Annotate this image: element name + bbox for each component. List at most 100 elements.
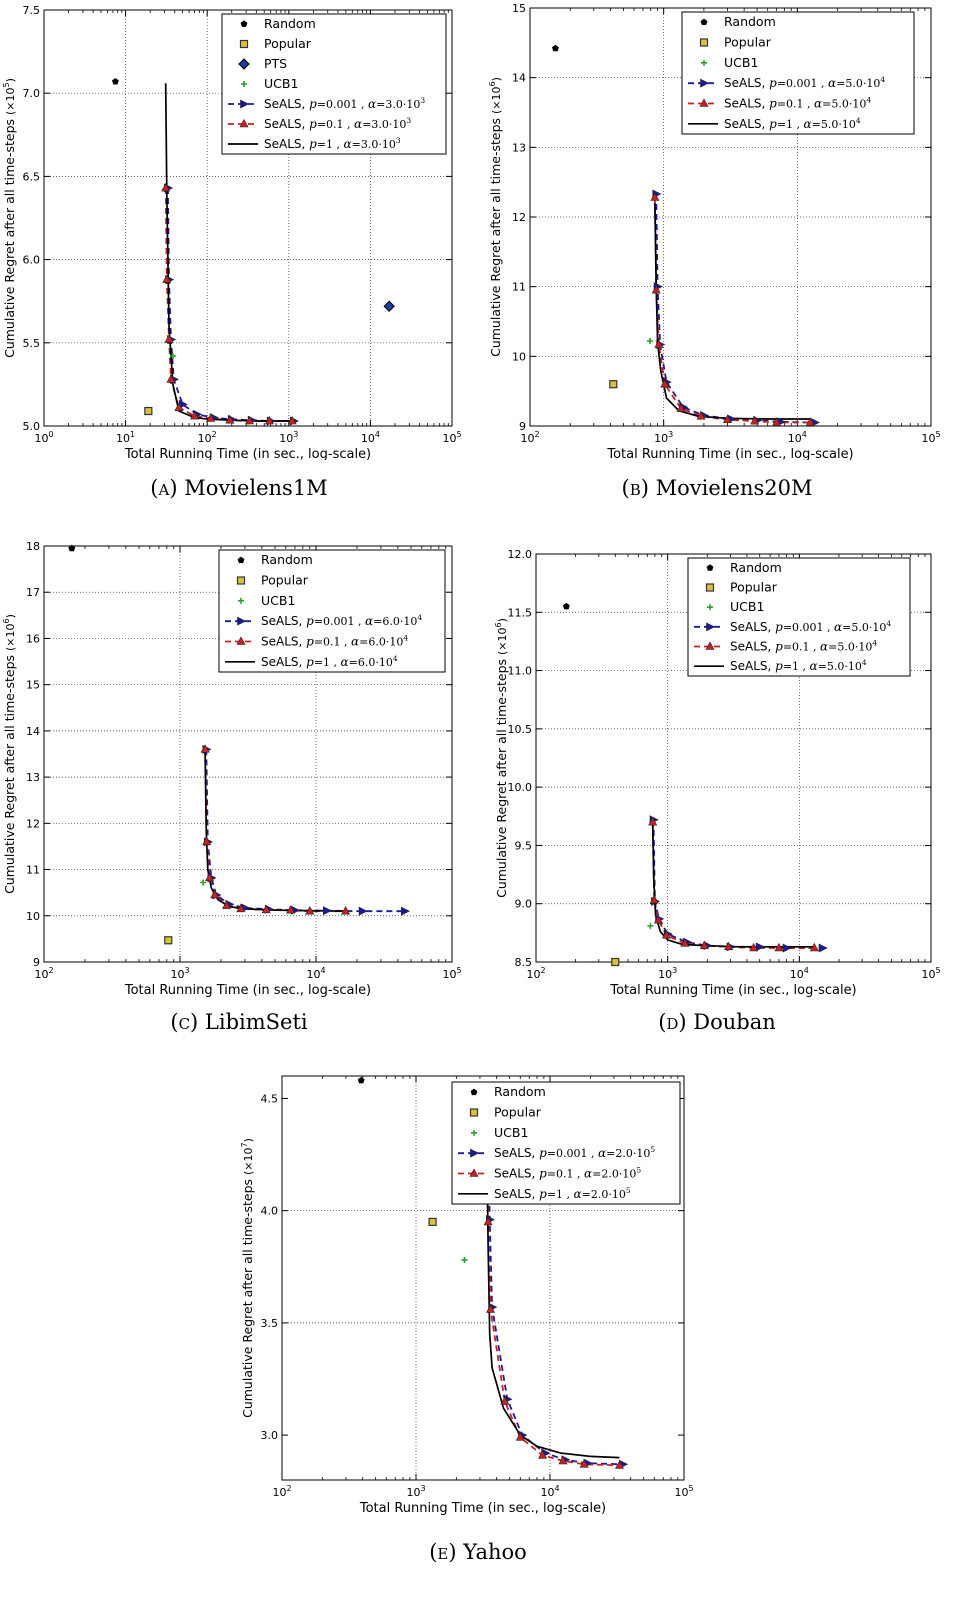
legend-label-random: Random — [730, 560, 782, 575]
legend-label-seals-p0001: SeALS, p=0.001 , α=2.0·105 — [494, 1145, 655, 1160]
seals-point-p01 — [225, 415, 235, 424]
y-tick-label: 8.5 — [515, 956, 533, 969]
seals-point-p01 — [162, 274, 172, 283]
y-tick-label: 12.0 — [508, 548, 533, 561]
seals-point-p01 — [261, 904, 271, 914]
caption-c: (C) LibimSeti — [170, 1010, 308, 1034]
y-tick-label: 11 — [512, 281, 526, 294]
seals-point-p01 — [164, 334, 174, 343]
legend-label-random: Random — [724, 14, 776, 29]
random-point — [68, 544, 76, 552]
legend-label-seals-p1: SeALS, p=1 , α=6.0·104 — [261, 654, 398, 669]
random-point — [357, 1076, 365, 1084]
legend-box — [221, 13, 447, 155]
y-tick-label: 5.0 — [23, 420, 41, 433]
x-tick-label: 103 — [406, 1484, 425, 1499]
seals-line-p1 — [204, 751, 346, 913]
random-point — [552, 44, 559, 52]
legend-marker-p01 — [469, 1168, 479, 1177]
seals-point-p01 — [341, 906, 351, 915]
ucb1-point — [646, 338, 653, 345]
seals-point-p01 — [660, 379, 670, 388]
caption-letter: C — [178, 1015, 191, 1033]
legend-label-ucb1: UCB1 — [264, 76, 298, 91]
seals-line-p1 — [651, 822, 815, 948]
legend: Random Popular PTS UCB1 SeALS, p=0.001 , α=3… — [221, 13, 447, 155]
seals-point-p01 — [190, 410, 200, 420]
seals-line-p1 — [164, 83, 293, 422]
x-tick-label: 105 — [442, 430, 461, 445]
legend-marker-p01 — [239, 118, 249, 128]
seals-point-p01 — [236, 903, 246, 913]
legend-marker-p0001 — [700, 78, 710, 88]
popular-point — [705, 583, 715, 592]
x-tick-label: 105 — [442, 966, 461, 981]
axes: 100 101 102 103 104 105 5.0 5.5 6.0 6.5 7.0 7.5 Tota… — [2, 4, 462, 460]
y-tick-label: 6.5 — [23, 170, 41, 183]
seals-point-p01 — [202, 836, 212, 846]
ucb1-point — [461, 1257, 468, 1264]
popular-point — [609, 380, 618, 389]
y-tick-label: 12 — [512, 211, 526, 224]
x-tick-label: 105 — [674, 1484, 693, 1499]
popular-point — [469, 1108, 479, 1117]
caption-letter: E — [437, 1545, 449, 1563]
seals-point-p01 — [662, 930, 672, 939]
plot-area — [112, 78, 395, 426]
random-point — [700, 18, 708, 26]
legend-label-seals-p0001: SeALS, p=0.001 , α=6.0·104 — [261, 613, 422, 628]
seals-point-p01 — [161, 182, 171, 192]
caption-dataset: Yahoo — [463, 1540, 527, 1564]
y-tick-label: 16 — [26, 632, 40, 645]
legend-marker-p0001 — [237, 616, 247, 626]
caption-d: (D) Douban — [658, 1010, 776, 1034]
popular-point — [699, 38, 709, 47]
y-tick-label: 10.5 — [508, 723, 533, 736]
seals-point-p01 — [174, 402, 184, 411]
seals-point-p0001 — [358, 906, 368, 916]
random-point — [240, 20, 248, 27]
seals-point-p01 — [648, 816, 658, 826]
legend: Random Popular UCB1 SeALS, p=0.001 , α=5.0·… — [681, 11, 915, 135]
plot-frame — [535, 553, 932, 963]
seals-point-p01 — [286, 905, 296, 914]
random-point — [112, 78, 119, 85]
caption-letter: B — [629, 481, 641, 499]
x-tick-label: 104 — [361, 430, 380, 445]
chart-panel-douban: 102 103 104 105 8.5 9.0 9.5 10.0 10.5 11.0 11.5 12.… — [494, 548, 941, 998]
caption-dataset: Movielens20M — [655, 476, 813, 500]
seals-point-p01 — [699, 940, 709, 949]
x-tick-label: 105 — [921, 430, 940, 445]
legend: Random Popular UCB1 SeALS, p=0.001 , α=5.0·… — [687, 557, 911, 677]
chart-panel-yahoo: 102 103 104 105 3.0 3.5 4.0 4.5 Total Running Ti… — [240, 1075, 694, 1516]
y-tick-label: 12 — [26, 817, 40, 830]
axes: 102 103 104 105 9 10 11 12 13 14 15 16 17 18 Total Run… — [2, 540, 462, 998]
seals-point-p01 — [653, 914, 663, 924]
seals-point-p0001 — [755, 942, 765, 952]
caption-b: (B) Movielens20M — [621, 476, 813, 500]
y-tick-label: 5.5 — [23, 337, 41, 350]
plot-frame — [281, 1075, 685, 1481]
legend-label-seals-p01: SeALS, p=0.1 , α=5.0·104 — [730, 639, 877, 654]
ucb1-point — [707, 604, 713, 611]
y-tick-label: 9 — [519, 420, 526, 433]
seals-point-p01 — [206, 413, 216, 422]
legend-label-ucb1: UCB1 — [730, 599, 764, 614]
x-tick-label: 102 — [198, 430, 217, 445]
y-axis-label: Cumulative Regret after all time-steps (… — [2, 614, 17, 894]
y-tick-label: 17 — [26, 586, 40, 599]
seals-point-p01 — [205, 872, 215, 882]
x-tick-label: 105 — [921, 966, 940, 981]
ucb1-point — [701, 59, 707, 66]
seals-point-p0001 — [401, 906, 411, 916]
legend-marker-p0001 — [470, 1148, 480, 1158]
grid — [282, 1076, 684, 1480]
caption-dataset: Movielens1M — [184, 476, 328, 500]
seals-point-p01 — [680, 938, 690, 947]
legend-label-seals-p0001: SeALS, p=0.001 , α=3.0·103 — [264, 96, 425, 111]
seals-point-p01 — [696, 411, 706, 420]
axes: 102 103 104 105 3.0 3.5 4.0 4.5 Total Running Ti… — [240, 1075, 694, 1516]
pts-point — [238, 58, 250, 70]
seals-line-p01 — [164, 187, 293, 422]
legend: Random Popular UCB1 SeALS, p=0.001 , α=2.0·… — [451, 1081, 681, 1205]
